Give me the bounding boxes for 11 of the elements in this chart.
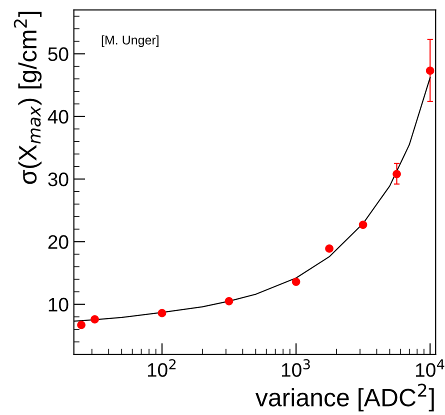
y-tick-label: 30	[48, 172, 68, 186]
annotation: [M. Unger]	[102, 35, 158, 47]
x-tick-label: 10$^{4}$	[416, 359, 444, 377]
x-tick-label: 10$^{2}$	[148, 359, 176, 377]
y-tick-label: 50	[48, 47, 68, 62]
x-tick-label: 10$^{3}$	[282, 359, 310, 377]
x-axis-title: variance [ADC$^{2}$]	[255, 384, 434, 412]
y-tick-label: 40	[48, 110, 68, 124]
y-axis-title: σ(X$_{max}$) [g/cm$^{2}$]	[14, 12, 42, 184]
y-tick-label: 20	[48, 235, 68, 249]
y-tick-label: 10	[48, 298, 68, 312]
